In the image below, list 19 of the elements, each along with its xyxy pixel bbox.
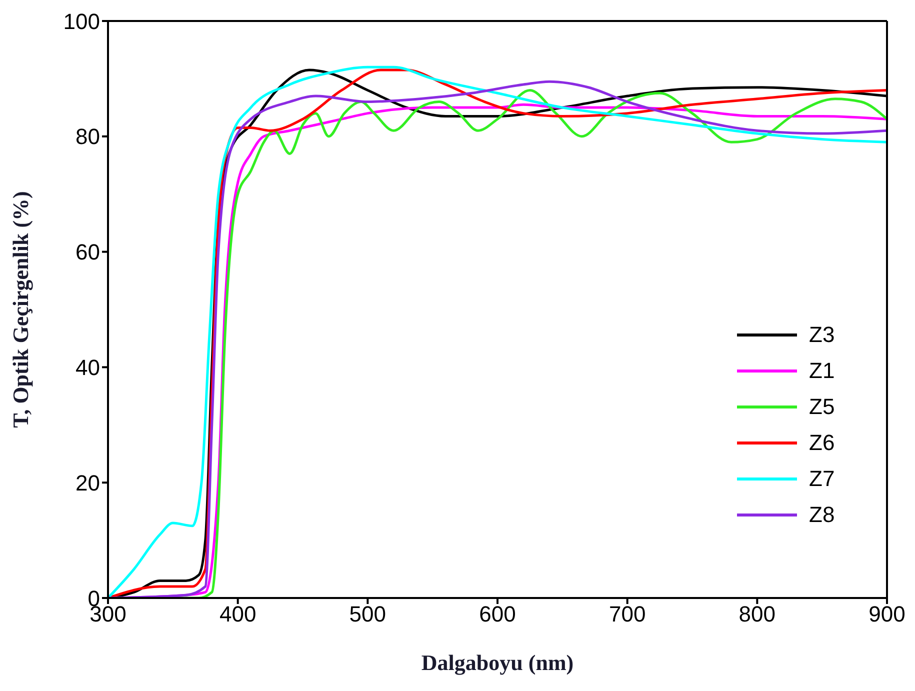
legend-label: Z8 <box>809 502 835 528</box>
legend-label: Z5 <box>809 394 835 420</box>
x-tick-label: 400 <box>219 602 256 627</box>
x-axis-title: Dalgaboyu (nm) <box>421 650 574 675</box>
legend-label: Z3 <box>809 322 835 348</box>
legend-label: Z6 <box>809 430 835 456</box>
x-tick-label: 500 <box>349 602 386 627</box>
y-tick-label: 20 <box>76 470 100 496</box>
y-axis-title: T, Optik Geçirgenlik (%) <box>8 191 33 428</box>
legend-label: Z1 <box>809 358 835 384</box>
x-tick-label: 900 <box>868 602 906 627</box>
y-tick-label: 80 <box>76 124 100 150</box>
x-tick-label: 700 <box>608 602 646 627</box>
x-tick-label: 600 <box>479 602 516 627</box>
y-tick-label: 60 <box>76 240 100 265</box>
y-tick-label: 40 <box>76 355 100 380</box>
y-tick-label: 100 <box>63 8 100 34</box>
legend-label: Z7 <box>809 466 835 492</box>
x-tick-label: 800 <box>738 602 776 627</box>
